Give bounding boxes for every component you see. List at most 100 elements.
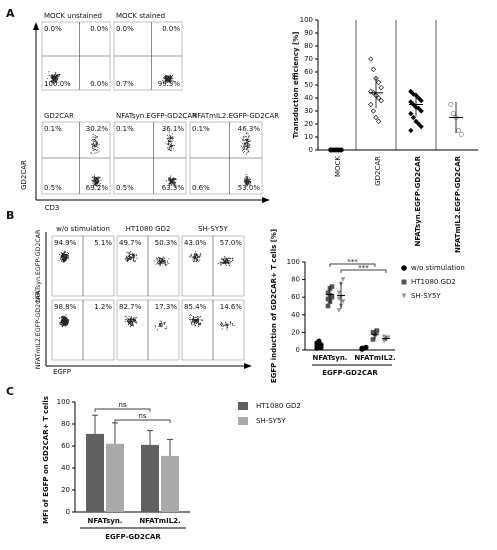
event-dot xyxy=(222,325,224,327)
event-dot xyxy=(130,317,133,319)
event-dot xyxy=(192,316,194,318)
panel-label: B xyxy=(6,209,14,222)
event-dot xyxy=(171,75,174,77)
event-dot xyxy=(52,81,54,83)
event-dot xyxy=(130,251,132,253)
panel-label: C xyxy=(6,385,14,398)
event-dot xyxy=(170,141,172,143)
event-dot xyxy=(199,254,201,256)
event-dot xyxy=(125,260,127,262)
event-dot xyxy=(162,77,164,79)
quadrant-value: 63.3% xyxy=(162,184,185,192)
event-dot xyxy=(157,262,159,264)
event-dot xyxy=(226,264,228,266)
event-dot xyxy=(65,314,67,316)
event-dot xyxy=(95,148,97,151)
event-dot xyxy=(94,152,96,154)
event-dot xyxy=(167,144,169,146)
event-dot xyxy=(62,317,65,319)
event-dot xyxy=(169,184,171,186)
data-point xyxy=(375,79,382,86)
event-dot xyxy=(245,148,247,150)
event-dot xyxy=(192,257,194,259)
event-dot xyxy=(174,182,176,184)
event-dot xyxy=(201,319,203,321)
event-dot xyxy=(168,177,170,179)
event-dot xyxy=(155,263,157,265)
event-dot xyxy=(245,138,247,140)
event-dot xyxy=(54,73,56,75)
y-tick-label: 20 xyxy=(61,486,70,494)
event-dot xyxy=(65,259,67,261)
event-dot xyxy=(163,260,165,262)
event-dot xyxy=(169,74,171,76)
event-dot xyxy=(221,322,223,325)
event-dot xyxy=(50,76,52,78)
event-dot xyxy=(225,262,227,264)
event-dot xyxy=(67,255,69,257)
event-dot xyxy=(55,80,57,82)
event-dot xyxy=(246,185,248,187)
event-dot xyxy=(159,264,161,266)
event-dot xyxy=(91,143,93,145)
event-dot xyxy=(247,136,249,138)
event-dot xyxy=(167,263,169,265)
event-dot xyxy=(168,75,170,77)
event-dot xyxy=(67,322,69,324)
event-dot xyxy=(221,328,223,330)
event-dot xyxy=(62,257,64,259)
event-dot xyxy=(157,257,159,259)
event-dot xyxy=(127,317,129,319)
event-dot xyxy=(159,265,161,267)
event-dot xyxy=(245,145,247,147)
event-dot xyxy=(60,316,62,318)
event-dot xyxy=(58,254,61,256)
legend-label: HT1080 GD2 xyxy=(411,278,456,286)
event-dot xyxy=(191,319,193,321)
event-dot xyxy=(225,259,227,261)
event-dot xyxy=(66,322,68,324)
y-tick-label: 100 xyxy=(287,258,300,266)
event-dot xyxy=(226,329,228,331)
event-dot xyxy=(94,179,96,181)
event-dot xyxy=(171,79,173,81)
event-dot xyxy=(161,324,163,326)
event-dot xyxy=(65,318,67,320)
event-dot xyxy=(48,74,50,77)
event-dot xyxy=(133,256,135,258)
event-dot xyxy=(173,179,175,181)
event-dot xyxy=(59,322,61,324)
arrow-head xyxy=(244,363,252,369)
y-tick-label: 100 xyxy=(300,16,313,24)
event-dot xyxy=(96,142,99,144)
event-dot xyxy=(221,263,223,265)
event-dot xyxy=(62,324,64,326)
event-dot xyxy=(96,176,98,178)
event-dot xyxy=(162,81,165,83)
y-tick-label: 80 xyxy=(304,42,313,50)
event-dot xyxy=(53,78,55,80)
event-dot xyxy=(154,326,156,328)
significance-label: *** xyxy=(347,258,358,266)
event-dot xyxy=(226,259,229,261)
event-dot xyxy=(163,261,165,263)
event-dot xyxy=(169,80,172,82)
event-dot xyxy=(165,75,167,77)
event-dot xyxy=(93,146,95,148)
event-dot xyxy=(66,253,68,256)
event-dot xyxy=(168,146,170,148)
event-dot xyxy=(68,319,70,321)
event-dot xyxy=(170,179,172,181)
event-dot xyxy=(50,75,52,77)
group-label: EGFP-GD2CAR xyxy=(105,533,161,541)
event-dot xyxy=(65,321,67,323)
quadrant-value: 99.3% xyxy=(158,80,181,88)
event-dot xyxy=(173,180,176,182)
event-dot xyxy=(199,319,201,321)
event-dot xyxy=(66,316,68,318)
bar xyxy=(86,433,104,512)
event-dot xyxy=(57,81,59,83)
event-dot xyxy=(131,321,133,323)
event-dot xyxy=(222,258,224,260)
event-dot xyxy=(248,177,251,179)
